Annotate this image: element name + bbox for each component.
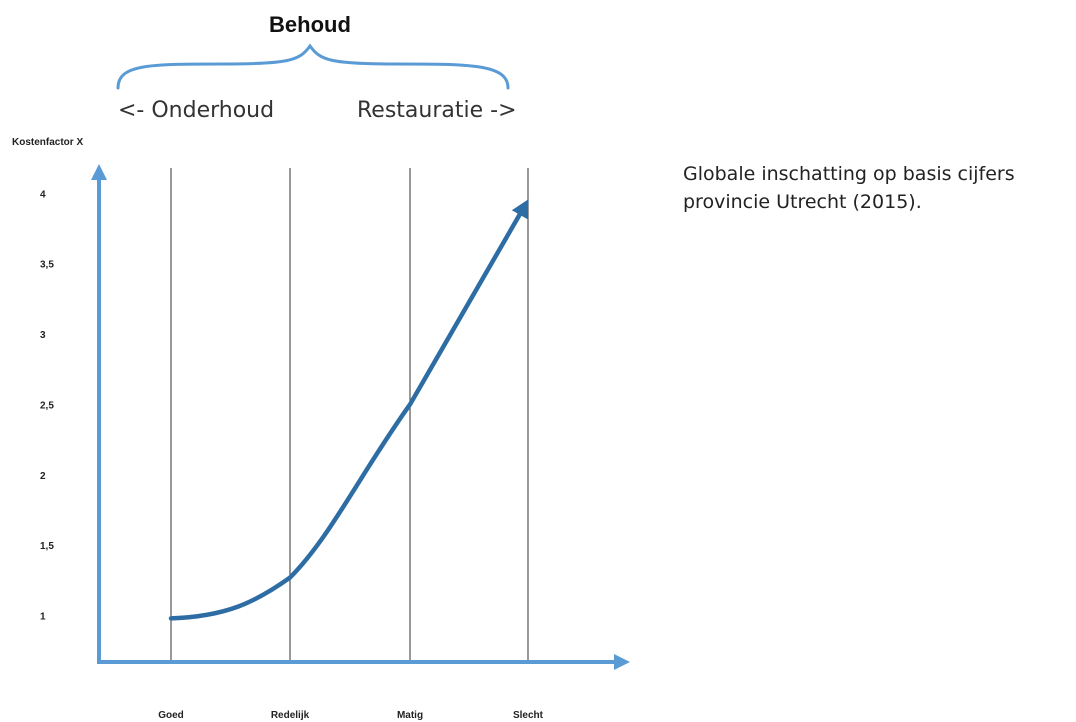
y-tick-label: 2 <box>40 471 46 482</box>
x-tick-label: Matig <box>397 710 423 721</box>
y-tick-label: 3,5 <box>40 260 54 271</box>
axes <box>91 164 630 670</box>
y-axis-title: Kostenfactor X <box>12 137 83 148</box>
y-tick-labels: 1 1,5 2 2,5 3 3,5 4 <box>40 189 54 622</box>
note-line-1: Globale inschatting op basis cijfers <box>683 163 1015 185</box>
chart-title: Behoud <box>269 12 351 37</box>
y-tick-label: 3 <box>40 330 46 341</box>
series-group <box>168 199 529 621</box>
brace-icon <box>116 43 510 90</box>
x-axis-arrow-icon <box>614 654 630 670</box>
restauratie-label: Restauratie -> <box>357 98 517 123</box>
y-tick-label: 2,5 <box>40 400 54 411</box>
x-tick-label: Goed <box>158 710 184 721</box>
onderhoud-label: <- Onderhoud <box>118 98 274 123</box>
x-tick-label: Slecht <box>513 710 544 721</box>
x-tick-label: Redelijk <box>271 710 310 721</box>
note-line-2: provincie Utrecht (2015). <box>683 191 922 213</box>
x-tick-labels: Goed Redelijk Matig Slecht <box>158 710 543 721</box>
y-tick-label: 1,5 <box>40 541 54 552</box>
source-note: Globale inschatting op basis cijfers pro… <box>683 160 1073 216</box>
y-tick-label: 4 <box>40 189 46 200</box>
series-line <box>168 199 529 621</box>
gridlines <box>170 168 529 662</box>
y-tick-label: 1 <box>40 612 46 623</box>
y-axis-arrow-icon <box>91 164 107 180</box>
